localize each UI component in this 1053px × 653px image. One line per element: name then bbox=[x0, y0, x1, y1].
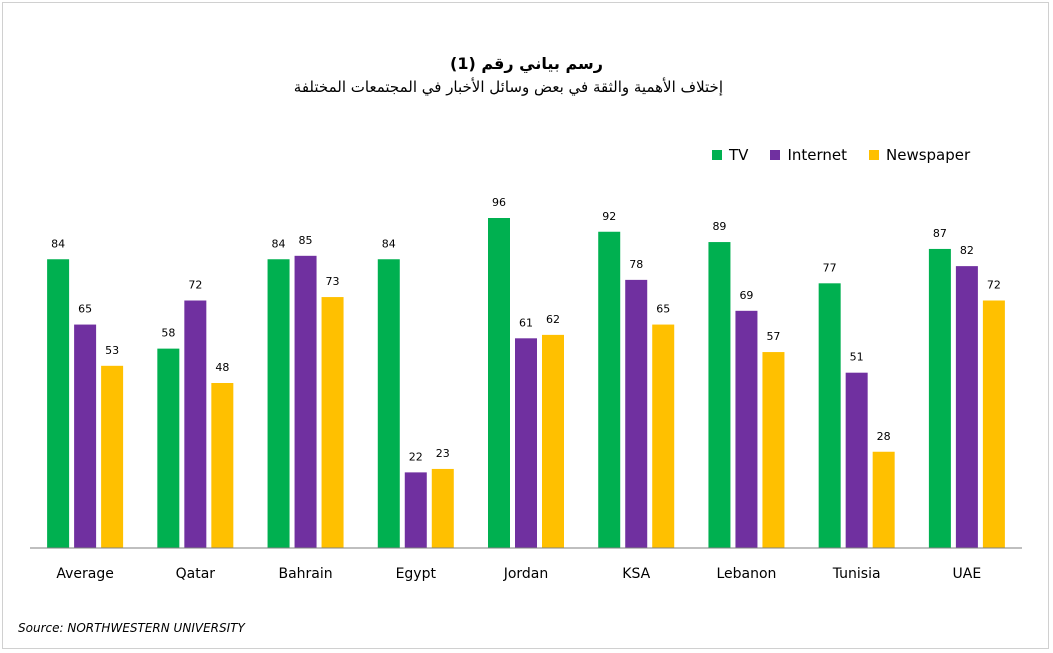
data-label-tv-average: 84 bbox=[51, 237, 65, 250]
x-tick-label-jordan: Jordan bbox=[503, 566, 549, 582]
data-label-internet-jordan: 61 bbox=[519, 316, 533, 329]
data-label-internet-bahrain: 85 bbox=[299, 234, 313, 247]
data-label-tv-egypt: 84 bbox=[382, 237, 396, 250]
x-tick-label-ksa: KSA bbox=[622, 566, 650, 582]
bar-newspaper-ksa bbox=[652, 324, 675, 548]
legend-swatch-tv bbox=[712, 150, 722, 160]
data-label-tv-uae: 87 bbox=[933, 227, 947, 240]
legend-item-newspaper: Newspaper bbox=[869, 146, 970, 164]
data-label-newspaper-lebanon: 57 bbox=[766, 330, 780, 343]
data-label-internet-egypt: 22 bbox=[409, 450, 423, 463]
bar-tv-average bbox=[47, 259, 70, 548]
x-tick-label-egypt: Egypt bbox=[396, 566, 437, 582]
bar-newspaper-qatar bbox=[211, 383, 234, 548]
bar-internet-bahrain bbox=[294, 255, 317, 548]
bar-newspaper-tunisia bbox=[872, 451, 895, 548]
x-tick-label-tunisia: Tunisia bbox=[832, 566, 881, 582]
bar-tv-uae bbox=[928, 248, 951, 548]
bar-internet-ksa bbox=[625, 279, 648, 548]
bar-tv-bahrain bbox=[267, 259, 290, 548]
data-label-internet-uae: 82 bbox=[960, 244, 974, 257]
legend-label-internet: Internet bbox=[787, 146, 847, 164]
legend-swatch-internet bbox=[770, 150, 781, 160]
legend-label-tv: TV bbox=[729, 146, 749, 164]
legend-label-newspaper: Newspaper bbox=[886, 146, 971, 164]
chart-subtitle: إختلاف الأهمية والثقة في بعض وسائل الأخب… bbox=[293, 78, 723, 96]
data-label-newspaper-jordan: 62 bbox=[546, 313, 560, 326]
x-tick-label-bahrain: Bahrain bbox=[278, 566, 332, 582]
legend-item-internet: Internet bbox=[770, 146, 847, 164]
bar-tv-egypt bbox=[377, 259, 400, 548]
data-label-newspaper-qatar: 48 bbox=[215, 361, 229, 374]
bar-internet-uae bbox=[955, 266, 978, 548]
data-label-internet-qatar: 72 bbox=[188, 279, 202, 292]
bar-tv-qatar bbox=[157, 348, 180, 548]
legend-item-tv: TV bbox=[712, 146, 748, 164]
bar-tv-lebanon bbox=[708, 242, 731, 548]
data-label-newspaper-bahrain: 73 bbox=[326, 275, 340, 288]
bar-newspaper-egypt bbox=[431, 468, 454, 548]
bar-newspaper-bahrain bbox=[321, 297, 344, 548]
data-label-internet-lebanon: 69 bbox=[739, 289, 753, 302]
x-tick-label-lebanon: Lebanon bbox=[716, 566, 776, 582]
bar-newspaper-uae bbox=[982, 300, 1005, 548]
data-label-tv-jordan: 96 bbox=[492, 196, 506, 209]
legend-swatch-newspaper bbox=[869, 150, 879, 160]
bar-internet-lebanon bbox=[735, 310, 758, 548]
bar-internet-tunisia bbox=[845, 372, 868, 548]
data-label-newspaper-average: 53 bbox=[105, 344, 119, 357]
bar-internet-jordan bbox=[515, 338, 537, 548]
data-label-newspaper-ksa: 65 bbox=[656, 303, 670, 316]
bar-newspaper-lebanon bbox=[762, 352, 785, 548]
x-tick-label-average: Average bbox=[56, 566, 114, 582]
legend: TV Internet Newspaper bbox=[712, 146, 992, 164]
data-label-tv-qatar: 58 bbox=[161, 327, 175, 340]
source-note: Source: NORTHWESTERN UNIVERSITY bbox=[18, 621, 245, 635]
data-label-internet-ksa: 78 bbox=[629, 258, 643, 271]
data-label-tv-bahrain: 84 bbox=[272, 237, 286, 250]
data-label-internet-average: 65 bbox=[78, 303, 92, 316]
bar-internet-average bbox=[74, 324, 97, 548]
data-label-tv-ksa: 92 bbox=[602, 210, 616, 223]
data-label-tv-lebanon: 89 bbox=[712, 220, 726, 233]
data-label-tv-tunisia: 77 bbox=[823, 261, 837, 274]
bar-tv-tunisia bbox=[818, 283, 841, 548]
bar-tv-ksa bbox=[598, 231, 621, 548]
bar-newspaper-jordan bbox=[542, 334, 564, 548]
data-label-newspaper-tunisia: 28 bbox=[877, 430, 891, 443]
bar-tv-jordan bbox=[488, 218, 510, 548]
bar-newspaper-average bbox=[101, 365, 124, 548]
data-label-newspaper-uae: 72 bbox=[987, 279, 1001, 292]
x-tick-label-uae: UAE bbox=[953, 566, 982, 582]
x-tick-label-qatar: Qatar bbox=[176, 566, 216, 582]
data-label-internet-tunisia: 51 bbox=[850, 351, 864, 364]
bar-internet-qatar bbox=[184, 300, 207, 548]
chart-title: رسم بياني رقم (1) bbox=[450, 54, 603, 73]
data-label-newspaper-egypt: 23 bbox=[436, 447, 450, 460]
bar-internet-egypt bbox=[404, 472, 427, 548]
